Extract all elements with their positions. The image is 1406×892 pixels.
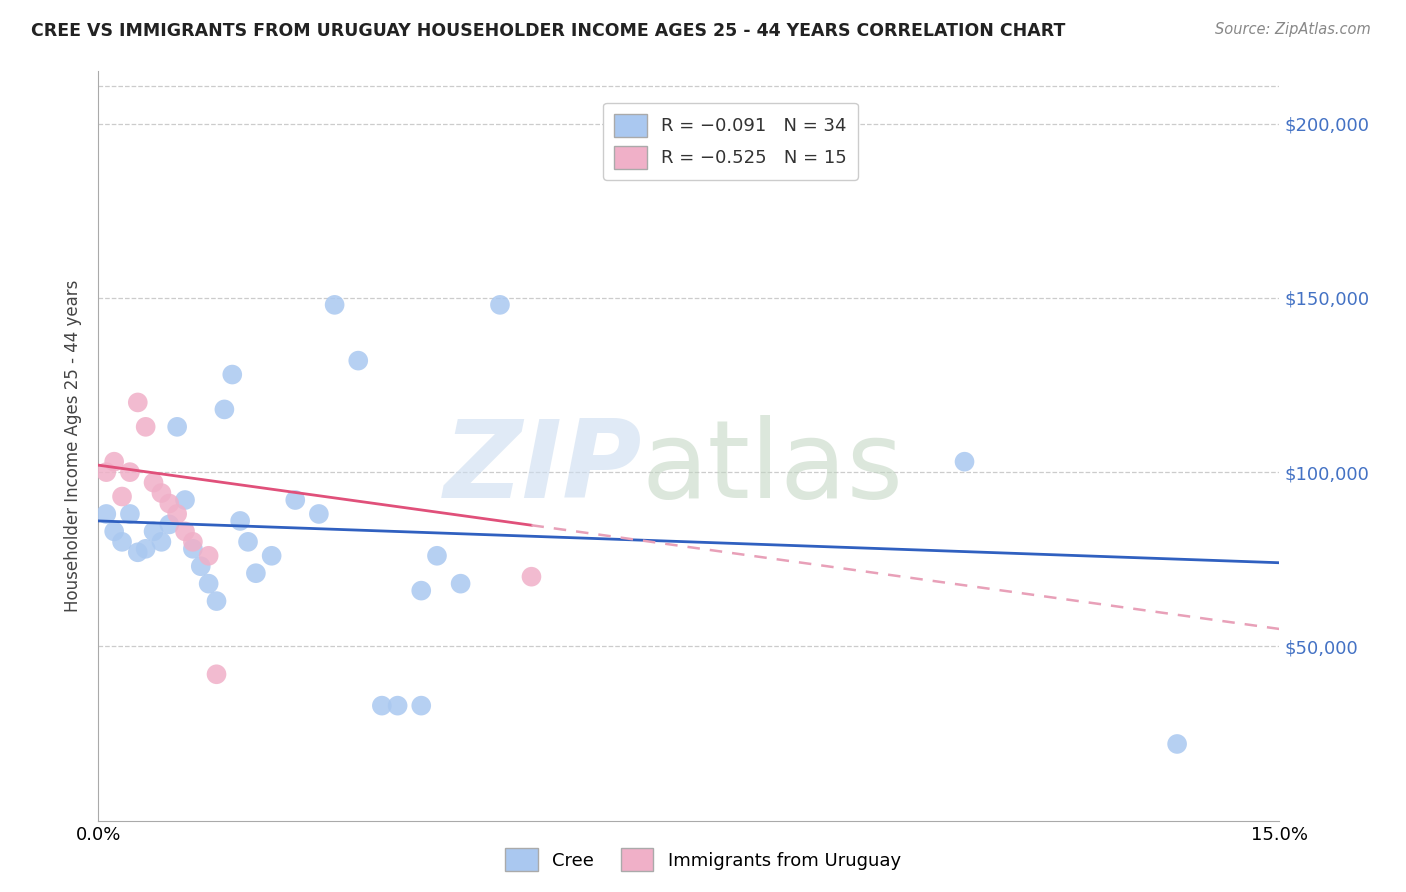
Point xyxy=(181,534,204,549)
Point xyxy=(953,455,976,469)
Point xyxy=(284,493,307,508)
Point xyxy=(118,507,141,521)
Point xyxy=(142,475,165,490)
Point xyxy=(260,549,283,563)
Legend: Cree, Immigrants from Uruguay: Cree, Immigrants from Uruguay xyxy=(498,841,908,879)
Point xyxy=(157,517,180,532)
Point xyxy=(135,420,157,434)
Text: ZIP: ZIP xyxy=(443,416,641,522)
Point xyxy=(111,490,134,504)
Point xyxy=(236,534,259,549)
Point xyxy=(197,576,219,591)
Point xyxy=(174,524,197,539)
Point xyxy=(142,524,165,539)
Point xyxy=(229,514,252,528)
Point xyxy=(166,420,188,434)
Point xyxy=(323,298,346,312)
Point xyxy=(411,698,433,713)
Point xyxy=(197,549,219,563)
Point xyxy=(118,465,141,479)
Point xyxy=(347,353,370,368)
Point xyxy=(103,455,125,469)
Point xyxy=(157,496,180,510)
Point xyxy=(96,507,118,521)
Point xyxy=(520,570,543,584)
Point xyxy=(103,524,125,539)
Point xyxy=(308,507,330,521)
Point xyxy=(387,698,409,713)
Y-axis label: Householder Income Ages 25 - 44 years: Householder Income Ages 25 - 44 years xyxy=(65,280,83,612)
Point xyxy=(135,541,157,556)
Point xyxy=(1166,737,1188,751)
Point xyxy=(96,465,118,479)
Point xyxy=(174,493,197,508)
Text: CREE VS IMMIGRANTS FROM URUGUAY HOUSEHOLDER INCOME AGES 25 - 44 YEARS CORRELATIO: CREE VS IMMIGRANTS FROM URUGUAY HOUSEHOL… xyxy=(31,22,1066,40)
Point xyxy=(450,576,472,591)
Point xyxy=(166,507,188,521)
Point xyxy=(426,549,449,563)
Point xyxy=(127,545,149,559)
Point xyxy=(205,594,228,608)
Point xyxy=(214,402,236,417)
Point xyxy=(221,368,243,382)
Text: Source: ZipAtlas.com: Source: ZipAtlas.com xyxy=(1215,22,1371,37)
Point xyxy=(150,534,173,549)
Point xyxy=(245,566,267,581)
Point xyxy=(127,395,149,409)
Point xyxy=(371,698,394,713)
Point xyxy=(181,541,204,556)
Point xyxy=(489,298,512,312)
Point xyxy=(411,583,433,598)
Point xyxy=(150,486,173,500)
Text: atlas: atlas xyxy=(641,416,904,522)
Point xyxy=(111,534,134,549)
Point xyxy=(190,559,212,574)
Legend: R = −0.091   N = 34, R = −0.525   N = 15: R = −0.091 N = 34, R = −0.525 N = 15 xyxy=(603,103,858,180)
Point xyxy=(205,667,228,681)
